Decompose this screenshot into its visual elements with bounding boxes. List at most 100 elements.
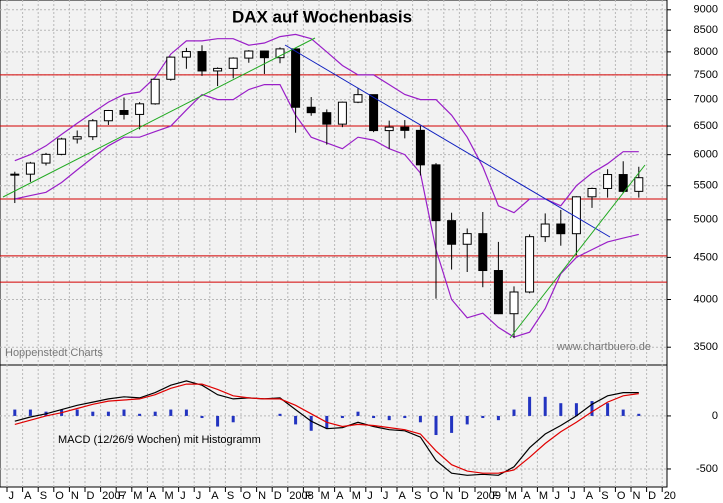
x-tick-label: J [367,490,373,502]
histogram-bar [13,409,17,416]
histogram-bar [184,409,188,416]
histogram-bar [574,403,578,416]
histogram-bar [138,413,142,416]
histogram-bar [372,415,376,419]
candle-body [197,51,207,72]
histogram-bar [590,401,594,416]
histogram-bar [434,415,438,436]
candle-body [462,233,472,245]
histogram-bar [621,409,625,416]
x-tick-label: J [570,490,576,502]
candle-body [587,187,597,198]
histogram-bar [106,411,110,416]
trend-line [2,37,316,198]
x-tick-label: F [305,490,312,502]
histogram-bar [637,413,641,416]
candle-body [244,50,254,59]
x-tick-label: M [352,490,361,502]
x-tick-label: 2007 [102,490,126,502]
candle-body [259,50,269,59]
candle-body [493,270,503,315]
histogram-bar [91,411,95,416]
x-tick-label: S [40,490,47,502]
x-tick-label: 2009 [477,490,501,502]
x-tick-label: M [508,490,517,502]
trend-line [509,164,646,339]
candle-body [103,110,113,122]
candle-body [634,177,644,192]
x-tick-label: S [414,490,421,502]
plot-layer [0,33,667,476]
x-tick-label: A [399,490,407,502]
macd-label: MACD (12/26/9 Wochen) mit Histogramm [58,434,261,446]
y-tick-label: 3500 [694,341,718,353]
trend-line [284,44,611,238]
y-tick-label: 0 [712,410,718,422]
candle-body [150,78,160,105]
candle-body [213,67,223,72]
candle-body [447,220,457,245]
grid-layer [0,0,667,487]
candle-body [135,103,145,115]
histogram-bar [528,396,532,416]
candle-body [353,94,363,103]
x-tick-label: S [227,490,234,502]
x-tick-label: A [24,490,32,502]
x-tick-label: D [648,490,656,502]
x-tick-label: A [211,490,219,502]
histogram-bar [294,415,298,425]
x-tick-label: M [133,490,142,502]
candle-body [337,101,347,125]
histogram-bar [418,415,422,423]
macd-line [14,380,639,476]
x-tick-label: M [165,490,174,502]
x-tick-label: J [383,490,389,502]
x-tick-label: J [9,490,15,502]
x-tick-label: M [321,490,330,502]
histogram-bar [278,413,282,416]
candle-body [88,120,98,138]
y-tick-label: 8000 [694,46,718,58]
x-tick-label: J [196,490,202,502]
histogram-bar [403,415,407,419]
price-panel [0,0,668,366]
y-tick-label: 6000 [694,149,718,161]
candle-body [369,94,379,132]
candle-body [41,153,51,164]
x-tick-label: D [461,490,469,502]
candle-body [166,56,176,80]
x-tick-label: A [336,490,344,502]
x-tick-label: N [633,490,641,502]
candle-body [119,110,129,115]
bollinger-band [14,33,639,214]
y-tick-label: 5500 [694,180,718,192]
x-tick-label: 2008 [289,490,313,502]
histogram-bar [231,415,235,423]
x-tick-label: D [274,490,282,502]
candle-body [228,57,238,69]
histogram-bar [387,415,391,421]
x-tick-label: D [87,490,95,502]
histogram-bar [28,409,32,416]
y-tick-label: -500 [696,463,718,475]
x-tick-label: N [258,490,266,502]
histogram-bar [340,415,344,419]
candle-body [181,51,191,58]
x-tick-label: 20 [664,490,676,502]
candle-body [556,223,566,235]
x-tick-label: S [601,490,608,502]
x-tick-label: O [243,490,252,502]
macd-panel [0,364,668,488]
y-tick-label: 7500 [694,69,718,81]
candle-body [618,174,628,192]
y-tick-label: 6500 [694,120,718,132]
histogram-bar [543,396,547,416]
annotation: Hoppenstedt Charts [5,347,103,359]
chart-title: DAX auf Wochenbasis [232,7,412,26]
histogram-bar [356,411,360,416]
candle-body [384,126,394,132]
candle-body [57,138,67,155]
candle-body [525,236,535,293]
candle-body [478,233,488,272]
annotation: www.chartbuero.de [556,341,651,353]
